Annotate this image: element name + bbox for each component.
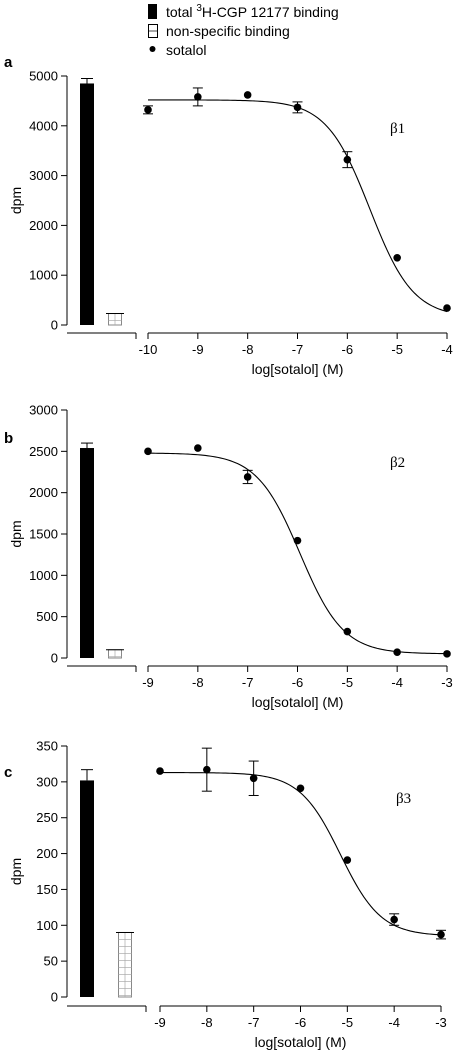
bar-total-binding xyxy=(80,780,94,997)
x-tick-label: -7 xyxy=(292,342,304,357)
x-tick-label: -6 xyxy=(342,342,354,357)
x-tick-label: -9 xyxy=(192,342,204,357)
panel-b: b 0 500 1000 1500 2000 2500 3000 dpm -9 -8 -7 -6 -5 -4… xyxy=(4,403,453,711)
x-tick-label: -6 xyxy=(295,1015,307,1030)
data-point xyxy=(203,765,211,774)
x-tick-label: -5 xyxy=(342,675,354,690)
data-point xyxy=(296,784,305,793)
data-point xyxy=(144,447,152,456)
y-axis-label: dpm xyxy=(8,187,24,214)
y-tick-label: 300 xyxy=(36,774,58,789)
data-point xyxy=(293,536,302,545)
panel-title: β1 xyxy=(390,121,405,137)
x-axis-label: log[sotalol] (M) xyxy=(255,1034,347,1050)
data-point xyxy=(343,856,352,864)
data-point xyxy=(293,103,302,112)
bar-total-binding xyxy=(80,83,94,325)
y-tick-label: 1000 xyxy=(29,568,58,583)
y-tick-label: 2000 xyxy=(29,218,58,233)
y-tick-label: 250 xyxy=(36,810,58,825)
data-point xyxy=(194,444,202,452)
y-tick-label: 350 xyxy=(36,739,58,754)
panel-label: a xyxy=(4,54,13,71)
y-tick-label: 50 xyxy=(44,954,58,969)
y-tick-label: 0 xyxy=(51,651,58,666)
data-point xyxy=(249,774,258,783)
legend-total-label: total 3H-CGP 12177 binding xyxy=(166,3,339,20)
data-point xyxy=(393,648,401,657)
x-tick-label: -3 xyxy=(441,675,453,690)
data-point xyxy=(390,915,398,924)
data-point xyxy=(443,304,451,312)
y-tick-label: 1000 xyxy=(29,268,58,283)
legend-sotalol-marker xyxy=(149,46,156,52)
x-tick-label: -7 xyxy=(242,675,254,690)
x-tick-label: -4 xyxy=(441,342,453,357)
y-tick-label: 200 xyxy=(36,846,58,861)
x-tick-label: -7 xyxy=(248,1015,260,1030)
y-tick-label: 3000 xyxy=(29,403,58,418)
data-point xyxy=(194,93,202,101)
legend: total 3H-CGP 12177 binding non-specific … xyxy=(148,3,339,58)
y-tick-label: 0 xyxy=(51,990,58,1005)
panel-c: c 0 50 100 150 200 250 300 350 dpm -9 -8 -7 -6 -5 -4 -3 l… xyxy=(4,739,447,1051)
y-tick-label: 0 xyxy=(51,318,58,333)
panel-label: b xyxy=(4,430,13,447)
fit-curve xyxy=(147,452,448,655)
y-tick-label: 1500 xyxy=(29,527,58,542)
data-point xyxy=(343,627,352,636)
panel-title: β2 xyxy=(390,455,405,471)
y-tick-label: 500 xyxy=(36,609,58,624)
x-tick-label: -8 xyxy=(201,1015,213,1030)
x-axis-label: log[sotalol] (M) xyxy=(252,694,344,710)
legend-total-swatch xyxy=(148,4,157,19)
data-point xyxy=(243,473,252,481)
x-tick-label: -8 xyxy=(192,675,204,690)
x-axis-label: log[sotalol] (M) xyxy=(252,361,344,377)
data-point xyxy=(443,650,451,658)
panel-a: a 0 1000 2000 3000 4000 5000 dpm -10 -9 -8 -7 -6 -5 -4… xyxy=(4,54,453,377)
data-point xyxy=(144,106,152,114)
y-tick-label: 100 xyxy=(36,918,58,933)
panel-title: β3 xyxy=(396,791,411,807)
x-tick-label: -4 xyxy=(388,1015,400,1030)
x-tick-label: -8 xyxy=(242,342,254,357)
x-tick-label: -6 xyxy=(292,675,304,690)
bar-total-binding xyxy=(80,448,94,658)
data-point xyxy=(437,930,445,939)
data-point xyxy=(156,767,164,775)
y-tick-label: 2500 xyxy=(29,444,58,459)
data-point xyxy=(243,91,252,99)
y-axis-label: dpm xyxy=(8,858,24,885)
legend-sotalol-label: sotalol xyxy=(166,42,206,58)
y-axis-label: dpm xyxy=(8,520,24,547)
data-point xyxy=(393,253,401,262)
y-tick-label: 3000 xyxy=(29,168,58,183)
data-point xyxy=(343,155,352,164)
x-tick-label: -5 xyxy=(342,1015,354,1030)
panel-label: c xyxy=(4,764,12,781)
x-tick-label: -10 xyxy=(139,342,158,357)
y-tick-label: 150 xyxy=(36,882,58,897)
y-tick-label: 2000 xyxy=(29,485,58,500)
legend-nonspecific-label: non-specific binding xyxy=(166,23,290,39)
x-tick-label: -3 xyxy=(435,1015,447,1030)
x-tick-label: -9 xyxy=(142,675,154,690)
x-tick-label: -4 xyxy=(391,675,403,690)
x-tick-label: -9 xyxy=(154,1015,166,1030)
x-tick-label: -5 xyxy=(391,342,403,357)
y-tick-label: 4000 xyxy=(29,118,58,133)
y-tick-label: 5000 xyxy=(29,69,58,84)
